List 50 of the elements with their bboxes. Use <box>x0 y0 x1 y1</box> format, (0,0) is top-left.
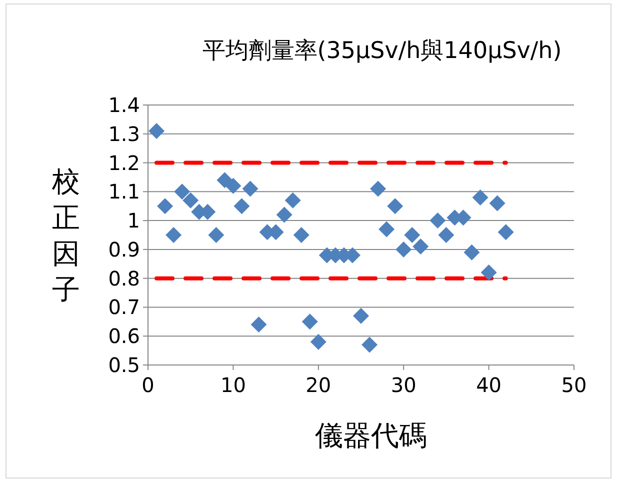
y-tick-label: 0.7 <box>108 295 140 320</box>
point <box>353 308 369 324</box>
point <box>472 189 488 206</box>
point <box>404 227 420 243</box>
point <box>378 221 395 238</box>
x-tick-label: 20 <box>306 373 332 397</box>
point <box>302 314 318 330</box>
y-tick-label: 0.5 <box>108 353 140 377</box>
point <box>174 184 190 200</box>
y-tick-label: 1.1 <box>108 180 140 204</box>
point <box>464 244 480 260</box>
point <box>157 198 174 214</box>
point <box>438 227 454 243</box>
point <box>242 180 258 197</box>
point <box>412 238 429 255</box>
x-tick-label: 0 <box>142 373 154 397</box>
y-tick-label: 0.8 <box>108 266 140 290</box>
point <box>234 198 250 214</box>
point <box>208 227 224 243</box>
point <box>370 180 386 197</box>
x-axis-title: 儀器代碼 <box>315 419 427 452</box>
y-tick-label: 1.4 <box>108 93 140 117</box>
chart-title: 平均劑量率(35μSv/h與140μSv/h) <box>202 38 562 64</box>
x-tick-label: 40 <box>476 373 502 397</box>
point <box>276 206 292 223</box>
x-tick-label: 10 <box>220 373 246 397</box>
point <box>396 241 412 258</box>
point <box>225 178 242 194</box>
y-tick-label: 0.9 <box>108 237 140 262</box>
x-tick-label: 30 <box>390 373 416 397</box>
point <box>310 334 326 350</box>
point <box>166 227 182 243</box>
x-tick-label: 50 <box>561 373 587 397</box>
point <box>182 192 199 208</box>
point <box>489 195 506 212</box>
y-axis-title: 校正因子 <box>51 165 80 306</box>
point <box>362 336 378 353</box>
point <box>216 172 233 188</box>
point <box>430 212 446 229</box>
point <box>480 264 497 281</box>
point <box>148 123 165 139</box>
y-tick-label: 1 <box>127 208 140 233</box>
point <box>284 192 301 208</box>
y-tick-label: 0.6 <box>108 324 140 348</box>
y-tick-label: 1.2 <box>108 150 140 175</box>
point <box>293 227 310 243</box>
point <box>387 198 404 214</box>
point <box>498 224 514 240</box>
point <box>250 316 267 333</box>
y-tick-label: 1.3 <box>108 122 140 146</box>
